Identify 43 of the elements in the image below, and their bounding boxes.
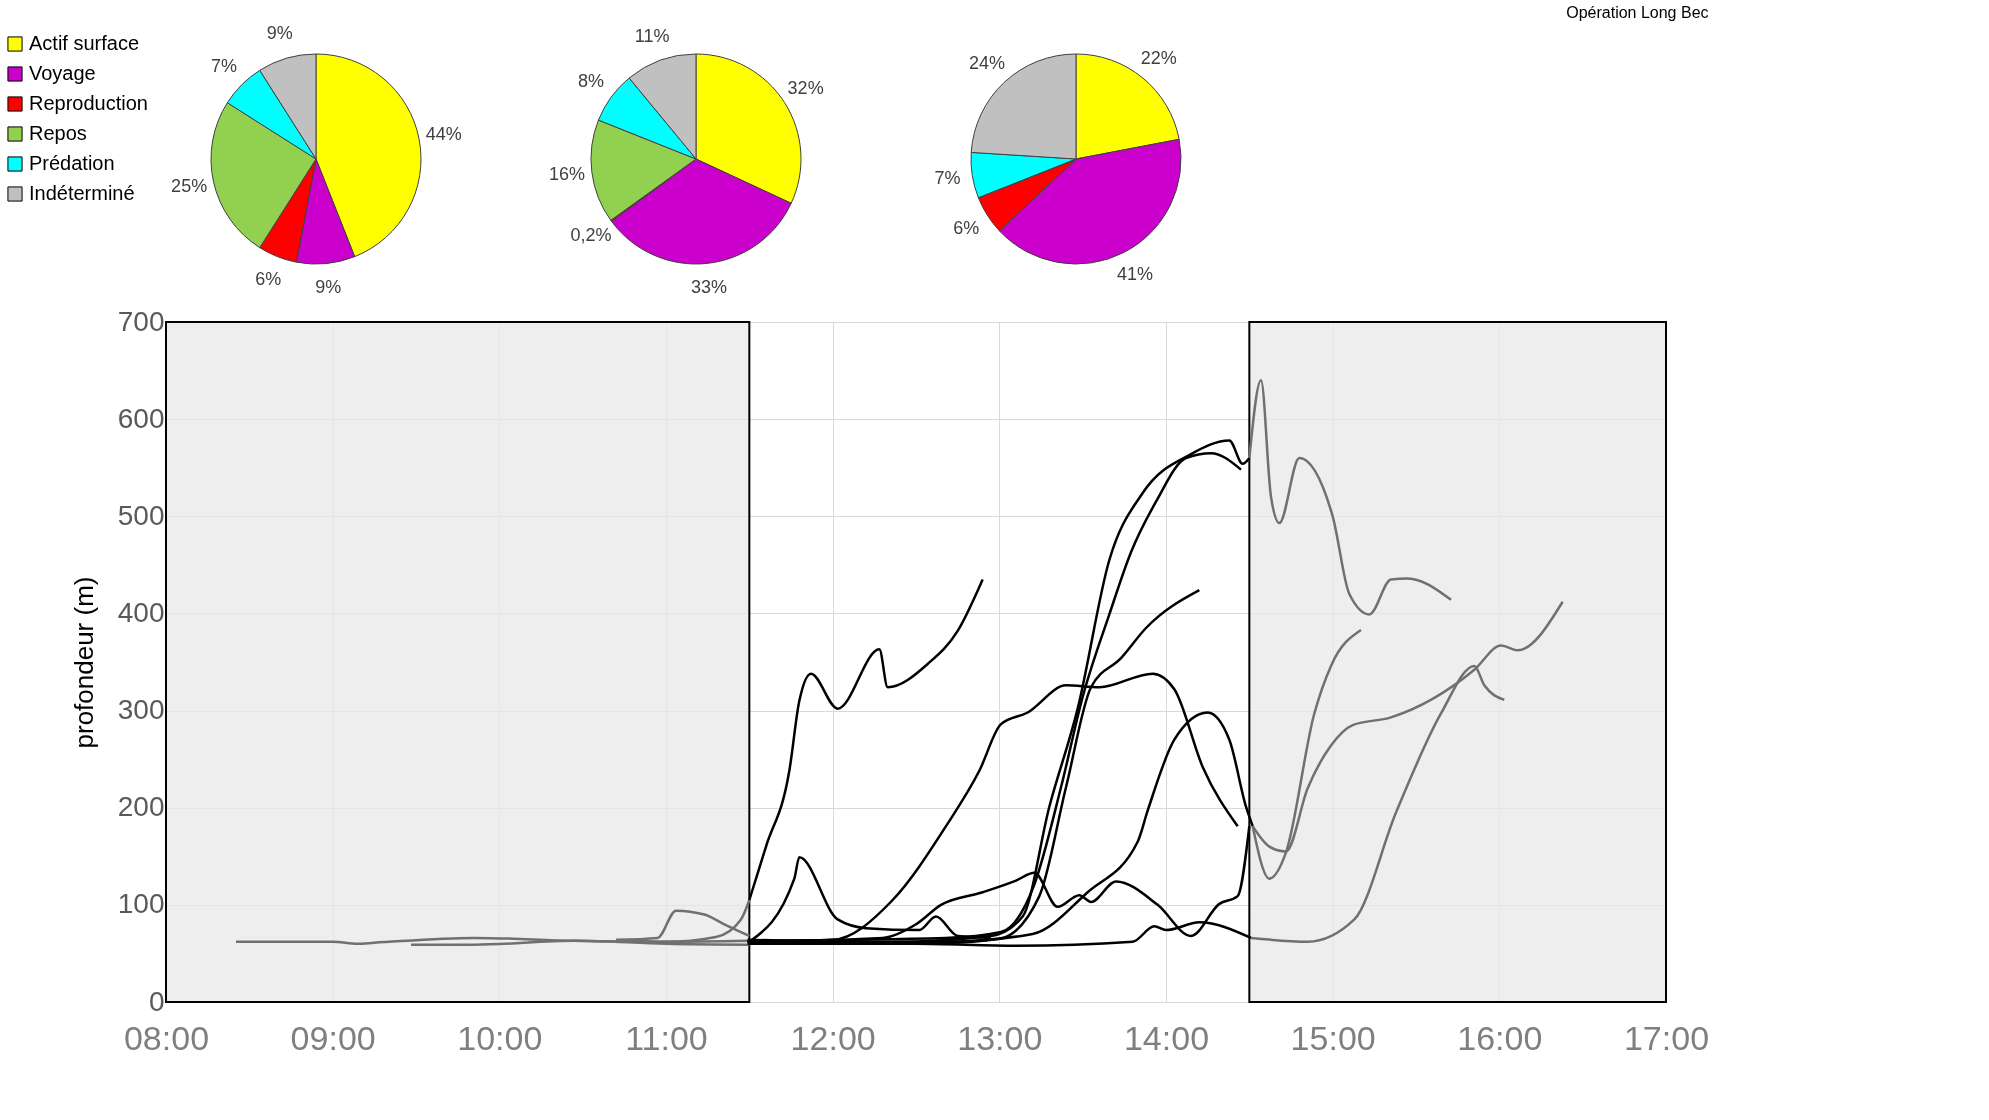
- data-label: 22%: [1140, 47, 1177, 68]
- text: Opération Long Bec: [1566, 4, 1709, 22]
- legend-label: Indéterminé: [29, 182, 135, 204]
- data-label: 6%: [255, 268, 282, 289]
- data-label: 7%: [211, 56, 238, 77]
- data-label: 8%: [577, 71, 604, 92]
- y-tick-label: 700: [117, 305, 165, 337]
- x-tick-label: 11:00: [625, 1018, 708, 1057]
- x-tick-label: 15:00: [1290, 1018, 1376, 1057]
- y-tick-label: 300: [117, 694, 165, 726]
- x-tick-label: 16:00: [1457, 1018, 1543, 1057]
- y-axis-title: profondeur (m): [68, 576, 99, 749]
- x-tick-label: 08:00: [123, 1018, 210, 1057]
- data-label: 32%: [787, 78, 824, 99]
- y-tick-label: 500: [117, 499, 165, 531]
- y-tick-label: 400: [117, 596, 165, 628]
- legend-label: Actif surface: [29, 32, 140, 54]
- x-tick-label: 13:00: [957, 1018, 1043, 1057]
- data-label: 33%: [691, 277, 728, 298]
- x-tick-label: 09:00: [290, 1018, 376, 1057]
- legend-label: Reproduction: [29, 92, 148, 114]
- data-label: 24%: [968, 53, 1006, 74]
- data-label: 16%: [548, 163, 585, 184]
- x-tick-label: 12:00: [790, 1018, 876, 1057]
- x-tick-label: 14:00: [1123, 1018, 1210, 1057]
- x-tick-label: 10:00: [457, 1018, 543, 1057]
- data-label: 9%: [315, 277, 342, 298]
- y-tick-label: 0: [148, 985, 165, 1017]
- legend-label: Repos: [29, 122, 87, 144]
- data-label: 25%: [171, 176, 208, 197]
- data-label: 44%: [425, 123, 462, 144]
- x-tick-label: 17:00: [1623, 1018, 1710, 1057]
- data-label: 6%: [953, 217, 980, 238]
- data-label: 0,2%: [570, 224, 612, 245]
- data-label: 41%: [1117, 263, 1154, 284]
- data-label: 11%: [634, 25, 670, 46]
- legend-label: Voyage: [29, 62, 96, 84]
- data-label: 7%: [934, 168, 961, 189]
- y-tick-label: 100: [117, 888, 165, 920]
- legend-label: Prédation: [29, 152, 115, 174]
- y-tick-label: 600: [117, 402, 165, 434]
- data-label: 9%: [266, 23, 293, 44]
- y-tick-label: 200: [117, 791, 165, 823]
